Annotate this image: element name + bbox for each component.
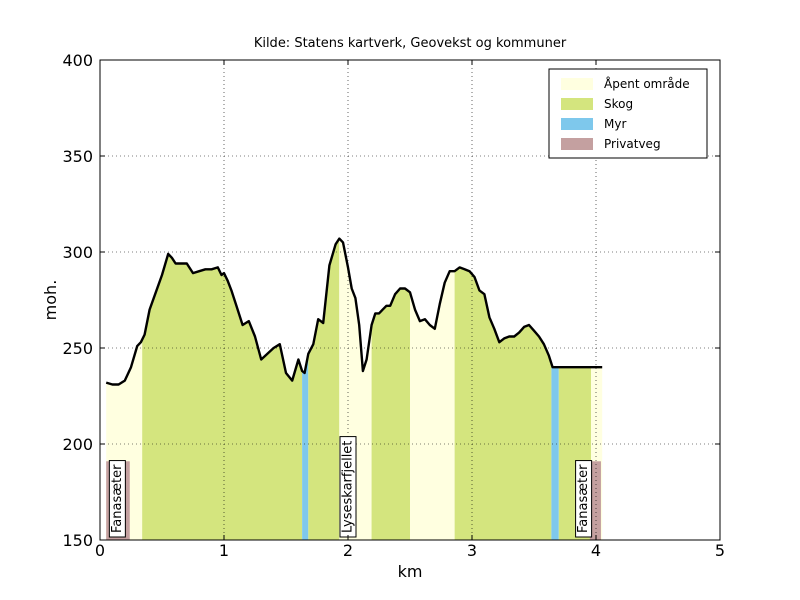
legend-label-2: Myr (604, 117, 626, 131)
legend-label-1: Skog (604, 97, 633, 111)
legend-swatch-1 (561, 98, 593, 110)
legend-label-0: Åpent område (604, 76, 690, 91)
place-label-2: Fanasæter (576, 461, 592, 537)
legend-label-3: Privatveg (604, 137, 661, 151)
terrain-segment-7 (455, 267, 552, 540)
terrain-segment-1 (142, 254, 302, 540)
x-tick-label-1: 1 (219, 541, 229, 560)
place-label-text-1: Lyseskarfjellet (341, 441, 356, 533)
chart-title: Kilde: Statens kartverk, Geovekst og kom… (254, 36, 567, 51)
place-label-1: Lyseskarfjellet (340, 437, 356, 537)
y-tick-label-1: 200 (62, 435, 93, 454)
legend: Åpent område Skog Myr Privatveg (549, 69, 707, 158)
terrain-segment-2 (302, 354, 308, 540)
place-label-text-0: Fanasæter (110, 464, 125, 533)
x-tick-label-3: 3 (467, 541, 477, 560)
place-label-text-2: Fanasæter (576, 464, 591, 533)
x-axis-label: km (398, 562, 423, 581)
y-tick-label-5: 400 (62, 51, 93, 70)
y-axis-label: moh. (41, 280, 60, 321)
y-tick-label-0: 150 (62, 531, 93, 550)
legend-swatch-0 (561, 78, 593, 90)
legend-swatch-3 (561, 138, 593, 150)
x-tick-label-5: 5 (715, 541, 725, 560)
y-tick-label-4: 350 (62, 147, 93, 166)
terrain-segment-8 (551, 363, 558, 540)
place-label-0: Fanasæter (109, 461, 125, 537)
y-tick-label-3: 300 (62, 243, 93, 262)
terrain-segment-3 (308, 239, 339, 540)
terrain-segment-5 (372, 289, 410, 541)
x-tick-label-4: 4 (591, 541, 601, 560)
x-tick-label-0: 0 (95, 541, 105, 560)
legend-swatch-2 (561, 118, 593, 130)
x-tick-label-2: 2 (343, 541, 353, 560)
y-tick-label-2: 250 (62, 339, 93, 358)
